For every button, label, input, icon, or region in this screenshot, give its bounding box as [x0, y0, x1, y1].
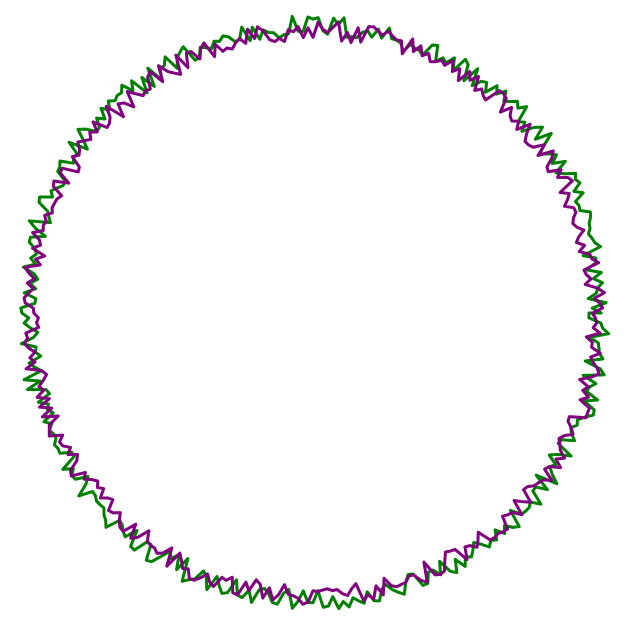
series-line-2: [22, 20, 607, 606]
series-line-1: [19, 14, 611, 611]
series-layer: [19, 14, 611, 611]
